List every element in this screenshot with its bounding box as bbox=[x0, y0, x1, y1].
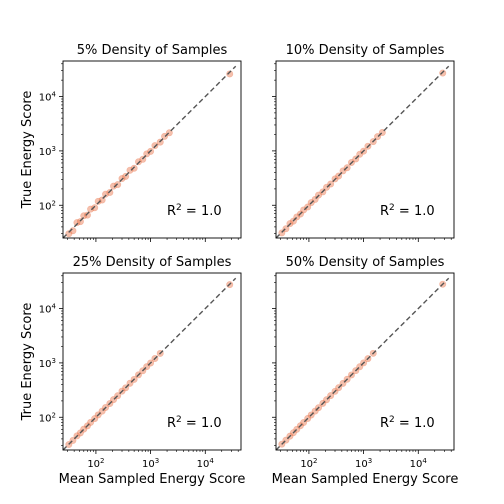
chart-3-x-tick-label-1: 103 bbox=[355, 457, 372, 470]
chart-2-x-tick-label-0: 102 bbox=[87, 457, 104, 470]
chart-2-x-tick-label-1: 103 bbox=[142, 457, 159, 470]
chart-0-point-10 bbox=[102, 190, 110, 198]
chart-0-point-7 bbox=[91, 204, 99, 212]
chart-3-axes-frame bbox=[275, 272, 455, 451]
chart-0-point-11 bbox=[106, 188, 114, 196]
chart-2-r-squared-annotation: R2 = 1.0 bbox=[167, 415, 222, 431]
chart-0-y-tick-label-0: 102 bbox=[39, 199, 56, 212]
chart-0-reference-line bbox=[62, 65, 237, 239]
chart-2-reference-line bbox=[62, 277, 237, 451]
chart-1-title: 10% Density of Samples bbox=[286, 43, 445, 58]
chart-3-reference-line bbox=[275, 277, 450, 451]
chart-1-axes-frame bbox=[275, 60, 455, 239]
chart-0-point-4 bbox=[80, 212, 88, 220]
chart-3-x-axis-label: Mean Sampled Energy Score bbox=[272, 472, 459, 487]
chart-0-point-26 bbox=[226, 70, 234, 78]
chart-2-y-tick-label-0: 102 bbox=[39, 411, 56, 424]
chart-2-y-tick-label-1: 103 bbox=[39, 357, 56, 370]
chart-0-panel: 102 103 104 5% Density of Samples True Energ… bbox=[20, 43, 242, 242]
chart-1-panel: 10% Density of Samples R2 = 1.0 bbox=[272, 43, 455, 242]
chart-0-point-6 bbox=[87, 205, 95, 213]
chart-1-r-squared-annotation: R2 = 1.0 bbox=[380, 203, 435, 219]
chart-0-point-16 bbox=[126, 166, 134, 174]
chart-0-y-tick-label-1: 103 bbox=[39, 145, 56, 158]
chart-0-point-12 bbox=[110, 182, 118, 190]
chart-0-y-tick-label-2: 104 bbox=[39, 91, 57, 104]
chart-0-y-axis-label: True Energy Score bbox=[20, 91, 35, 210]
chart-2-y-tick-label-2: 104 bbox=[39, 303, 57, 316]
chart-0-title: 5% Density of Samples bbox=[77, 43, 228, 58]
chart-2-x-axis-label: Mean Sampled Energy Score bbox=[59, 472, 246, 487]
chart-3-x-tick-label-0: 102 bbox=[300, 457, 317, 470]
chart-0-point-0 bbox=[65, 230, 73, 238]
chart-3-x-tick-label-2: 104 bbox=[410, 457, 428, 470]
chart-3-title: 50% Density of Samples bbox=[286, 255, 445, 270]
chart-0-axes-frame bbox=[62, 60, 242, 239]
chart-2-x-tick-label-2: 104 bbox=[197, 457, 215, 470]
chart-0-r-squared-annotation: R2 = 1.0 bbox=[167, 203, 222, 219]
chart-0-point-2 bbox=[73, 219, 81, 227]
chart-0-point-8 bbox=[94, 197, 102, 205]
chart-2-panel: 102 103 104 102 103 104 25% Density of Samples… bbox=[20, 255, 245, 487]
chart-1-reference-line bbox=[275, 65, 450, 239]
chart-3-panel: 102 103 104 50% Density of Samples Mean Samp… bbox=[272, 255, 459, 487]
chart-2-title: 25% Density of Samples bbox=[73, 255, 232, 270]
chart-2-axes-frame bbox=[62, 272, 242, 451]
chart-0-point-18 bbox=[134, 158, 142, 166]
chart-2-y-axis-label: True Energy Score bbox=[20, 303, 35, 422]
chart-3-r-squared-annotation: R2 = 1.0 bbox=[380, 415, 435, 431]
chart-0-point-5 bbox=[83, 211, 91, 219]
